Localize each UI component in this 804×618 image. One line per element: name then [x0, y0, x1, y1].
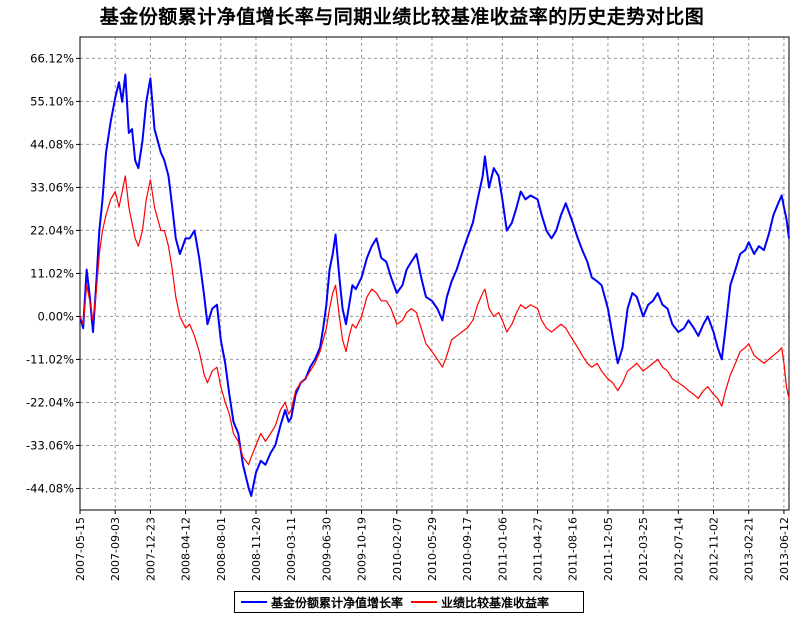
x-tick-label: 2008-11-20 [250, 517, 263, 581]
y-tick-label: 44.08% [30, 137, 74, 151]
y-tick-label: -33.06% [26, 438, 74, 452]
x-tick-label: 2010-05-29 [426, 517, 439, 581]
y-tick-label: 22.04% [30, 223, 74, 237]
legend-label-benchmark: 业绩比较基准收益率 [441, 595, 550, 610]
series-line-fund [79, 73, 790, 497]
x-tick-label: 2010-09-17 [461, 517, 474, 581]
x-tick-label: 2009-10-19 [356, 517, 369, 581]
legend-item-benchmark: 业绩比较基准收益率 [411, 594, 549, 611]
x-tick-label: 2011-12-05 [602, 517, 615, 581]
y-tick-label: 0.00% [37, 309, 74, 323]
x-tick-label: 2007-05-15 [74, 517, 87, 581]
chart-title: 基金份额累计净值增长率与同期业绩比较基准收益率的历史走势对比图 [99, 6, 705, 28]
x-tick-label: 2011-01-06 [496, 517, 509, 581]
y-tick-label: 11.02% [30, 266, 74, 280]
x-tick-label: 2007-09-03 [109, 517, 122, 581]
y-tick-label: 33.06% [30, 180, 74, 194]
x-tick-label: 2010-02-07 [391, 517, 404, 581]
x-tick-label: 2012-03-25 [637, 517, 650, 581]
x-tick-label: 2012-11-02 [708, 517, 721, 581]
series-line-benchmark [79, 175, 790, 466]
y-tick-label: 66.12% [30, 51, 74, 65]
x-tick-label: 2013-06-12 [778, 517, 791, 581]
grid [79, 37, 789, 510]
x-tick-label: 2008-04-12 [180, 517, 193, 581]
x-tick-label: 2008-08-01 [215, 517, 228, 581]
x-tick-label: 2011-08-16 [567, 517, 580, 581]
x-tick-label: 2007-12-23 [144, 517, 157, 581]
axes: 66.12% 55.10% 44.08% 33.06% 22.04% 11.02% 0.00… [26, 36, 791, 581]
y-tick-label: -22.04% [26, 395, 74, 409]
y-tick-label: -11.02% [26, 352, 74, 366]
x-tick-label: 2011-04-27 [532, 517, 545, 581]
x-tick-label: 2013-02-21 [743, 517, 756, 581]
x-tick-label: 2009-03-11 [285, 517, 298, 581]
series-lines [79, 73, 790, 497]
x-tick-label: 2009-06-30 [320, 517, 333, 581]
plot-area-border [79, 36, 790, 511]
x-tick-label: 2012-07-14 [672, 517, 685, 581]
legend-item-fund: 基金份额累计净值增长率 [241, 594, 403, 611]
legend: 基金份额累计净值增长率 业绩比较基准收益率 [234, 591, 584, 613]
y-tick-label: 55.10% [30, 94, 74, 108]
legend-swatch-fund [241, 601, 267, 603]
legend-label-fund: 基金份额累计净值增长率 [271, 595, 404, 610]
legend-swatch-benchmark [411, 601, 438, 603]
y-tick-label: -44.08% [26, 481, 74, 495]
